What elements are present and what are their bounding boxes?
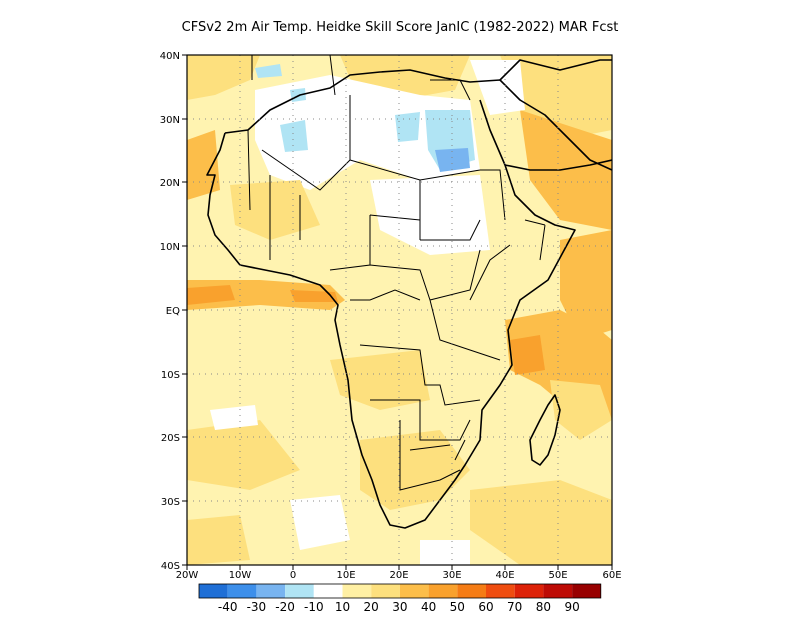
- lat-label: 40S: [161, 561, 180, 572]
- lon-label: 50E: [548, 570, 567, 581]
- colorbar-label: 10: [335, 600, 350, 614]
- lat-label: 40N: [160, 51, 180, 62]
- colorbar-swatch: [313, 584, 343, 598]
- longitude-labels: 20W 10W 0 10E 20E 30E 40E 50E 60E: [176, 570, 622, 581]
- lon-label: 60E: [602, 570, 621, 581]
- colorbar-label: 60: [478, 600, 493, 614]
- colorbar-swatch: [486, 584, 515, 598]
- colorbar-label: 30: [392, 600, 407, 614]
- lat-label: 20S: [161, 433, 180, 444]
- colorbar-swatch: [285, 584, 314, 598]
- lat-label: 30N: [160, 115, 180, 126]
- colorbar-swatch: [514, 584, 544, 598]
- lon-label: 10E: [336, 570, 355, 581]
- colorbar-label: 70: [507, 600, 522, 614]
- country-borders: [247, 55, 546, 491]
- colorbar-swatch: [199, 584, 228, 598]
- colorbar-label: 90: [564, 600, 579, 614]
- colorbar-label: -10: [304, 600, 324, 614]
- lat-label: 10N: [160, 242, 180, 253]
- lat-label: EQ: [166, 306, 180, 317]
- colorbar-label: -20: [275, 600, 295, 614]
- colorbar-swatch: [256, 584, 286, 598]
- colorbar-label: 40: [421, 600, 436, 614]
- lon-label: 30E: [442, 570, 461, 581]
- axis-ticks: [182, 54, 613, 570]
- colorbar-label: 20: [364, 600, 379, 614]
- colorbar-swatch: [342, 584, 372, 598]
- colorbar-label: 50: [450, 600, 465, 614]
- colorbar-label: -30: [247, 600, 267, 614]
- lon-label: 10W: [229, 570, 252, 581]
- latitude-labels: 40N 30N 20N 10N EQ 10S 20S 30S 40S: [160, 51, 180, 572]
- colorbar-label: 80: [536, 600, 551, 614]
- colorbar-swatch: [399, 584, 429, 598]
- map-title: CFSv2 2m Air Temp. Heidke Skill Score Ja…: [181, 20, 619, 35]
- lat-label: 20N: [160, 178, 180, 189]
- lon-label: 20W: [176, 570, 199, 581]
- lon-label: 0: [290, 570, 296, 581]
- lat-label: 30S: [161, 497, 180, 508]
- colorbar-label: -40: [218, 600, 238, 614]
- grid-lines: [187, 55, 612, 565]
- colorbar-swatch: [227, 584, 257, 598]
- colorbar-swatch: [371, 584, 400, 598]
- colorbar-swatch: [457, 584, 486, 598]
- colorbar: -40 -30 -20 -10 10 20 30 40 50 60 70 80 …: [198, 583, 602, 614]
- lon-label: 20E: [389, 570, 408, 581]
- colorbar-swatch: [572, 584, 601, 598]
- colorbar-swatch: [543, 584, 573, 598]
- lon-label: 40E: [495, 570, 514, 581]
- lat-label: 10S: [161, 370, 180, 381]
- coastline: [206, 59, 612, 529]
- colorbar-swatch: [428, 584, 458, 598]
